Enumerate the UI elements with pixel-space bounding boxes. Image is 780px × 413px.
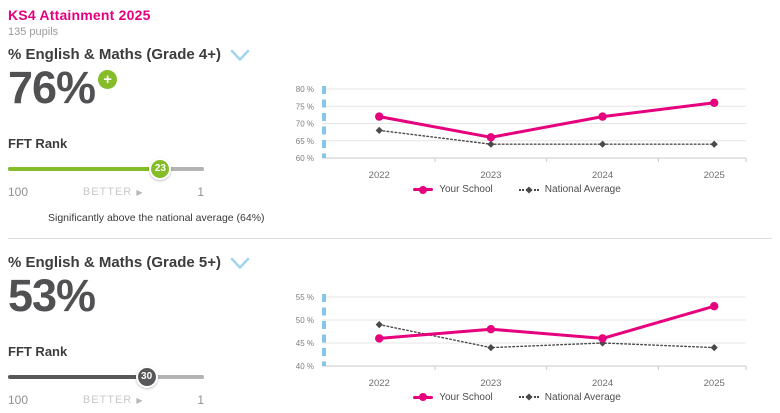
fft-rank-slider[interactable]: 30 <box>8 365 204 388</box>
chart-panel: 60 % 65 % 70 % 75 % 80 % 2022 2023 2024 2025 You… <box>282 82 780 224</box>
svg-text:60 %: 60 % <box>296 154 314 163</box>
rank-scale: 100 BETTER ▶ 1 <box>8 393 204 407</box>
legend-label: Your School <box>439 391 493 403</box>
your-school-marker-icon <box>413 393 434 402</box>
metric-title: % English & Maths (Grade 5+) <box>8 253 221 271</box>
svg-text:65 %: 65 % <box>296 137 314 146</box>
svg-text:55 %: 55 % <box>296 293 314 302</box>
svg-text:80 %: 80 % <box>296 85 314 94</box>
fft-rank-slider[interactable]: 23 <box>8 157 204 180</box>
scale-better-label: BETTER ▶ <box>82 185 143 198</box>
slider-thumb[interactable]: 30 <box>135 365 158 388</box>
svg-text:2022: 2022 <box>369 378 390 389</box>
scale-worst-label: 100 <box>8 392 29 407</box>
chevron-down-icon[interactable] <box>230 257 250 270</box>
svg-text:2024: 2024 <box>592 378 613 389</box>
slider-fill <box>8 374 147 379</box>
national-average-marker-icon <box>518 393 539 401</box>
trend-chart-grade4: 60 % 65 % 70 % 75 % 80 % 2022 2023 2024 2025 <box>296 85 747 181</box>
legend-your-school[interactable]: Your School <box>413 184 493 195</box>
svg-text:50 %: 50 % <box>296 316 314 325</box>
metric-panel: % English & Maths (Grade 5+) 53% FFT Ran… <box>0 254 282 407</box>
svg-text:45 %: 45 % <box>296 339 314 348</box>
section-divider <box>8 237 772 239</box>
scale-best-label: 1 <box>197 184 204 199</box>
svg-text:2025: 2025 <box>704 170 725 181</box>
svg-text:2022: 2022 <box>369 170 390 181</box>
section-english-maths-grade4: % English & Maths (Grade 4+) 76% + FFT R… <box>0 46 780 224</box>
metric-panel: % English & Maths (Grade 4+) 76% + FFT R… <box>0 46 282 224</box>
arrow-right-icon: ▶ <box>136 395 143 405</box>
legend-label: Your School <box>439 184 493 195</box>
significance-note: Significantly above the national average… <box>48 211 265 224</box>
page-header: KS4 Attainment 2025 135 pupils <box>0 0 780 38</box>
scale-better-label: BETTER ▶ <box>82 393 143 406</box>
slider-thumb[interactable]: 23 <box>149 157 172 180</box>
metric-title: % English & Maths (Grade 4+) <box>8 46 221 63</box>
national-average-marker-icon <box>518 185 539 194</box>
page-title: KS4 Attainment 2025 <box>8 7 151 23</box>
svg-text:2023: 2023 <box>480 170 501 181</box>
legend-label: National Average <box>544 391 621 403</box>
slider-fill <box>8 166 161 171</box>
legend-national-average[interactable]: National Average <box>518 391 621 403</box>
section-english-maths-grade5: % English & Maths (Grade 5+) 53% FFT Ran… <box>0 254 780 407</box>
fft-rank-label: FFT Rank <box>8 135 68 151</box>
scale-best-label: 1 <box>197 392 204 407</box>
pupil-count: 135 pupils <box>8 26 59 38</box>
plus-badge-icon: + <box>98 70 118 89</box>
svg-text:2025: 2025 <box>704 378 725 389</box>
legend-national-average[interactable]: National Average <box>518 184 621 195</box>
svg-text:40 %: 40 % <box>296 362 314 371</box>
scale-worst-label: 100 <box>8 184 29 199</box>
your-school-marker-icon <box>413 185 434 194</box>
chevron-down-icon[interactable] <box>230 49 250 62</box>
metric-value: 53% <box>8 269 96 321</box>
chart-legend: Your School National Average <box>282 184 752 195</box>
svg-text:2023: 2023 <box>480 378 501 389</box>
legend-your-school[interactable]: Your School <box>413 392 493 403</box>
chart-legend: Your School National Average <box>282 392 752 403</box>
chart-panel: 40 % 45 % 50 % 55 % 2022 2023 2024 2025 Your Sc… <box>282 290 780 407</box>
svg-text:75 %: 75 % <box>296 102 314 111</box>
fft-rank-label: FFT Rank <box>8 343 68 359</box>
legend-label: National Average <box>544 184 621 195</box>
svg-text:2024: 2024 <box>592 170 613 181</box>
rank-scale: 100 BETTER ▶ 1 <box>8 185 204 199</box>
arrow-right-icon: ▶ <box>136 187 143 197</box>
trend-chart-grade5: 40 % 45 % 50 % 55 % 2022 2023 2024 2025 <box>296 293 747 389</box>
metric-value: 76% <box>8 62 96 113</box>
svg-text:70 %: 70 % <box>296 120 314 129</box>
